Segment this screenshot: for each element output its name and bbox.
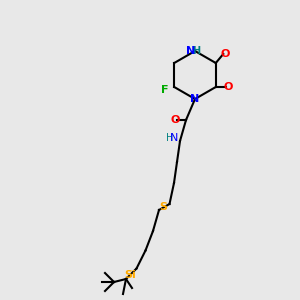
Text: O: O (171, 115, 180, 125)
Text: N: N (190, 94, 200, 104)
Text: H: H (192, 46, 201, 56)
Text: N: N (186, 46, 195, 56)
Text: O: O (223, 82, 232, 92)
Text: S: S (160, 202, 167, 212)
Text: F: F (161, 85, 169, 95)
Text: O: O (220, 49, 230, 59)
Text: H: H (166, 133, 173, 143)
Text: Si: Si (124, 269, 136, 280)
Text: N: N (170, 133, 178, 143)
